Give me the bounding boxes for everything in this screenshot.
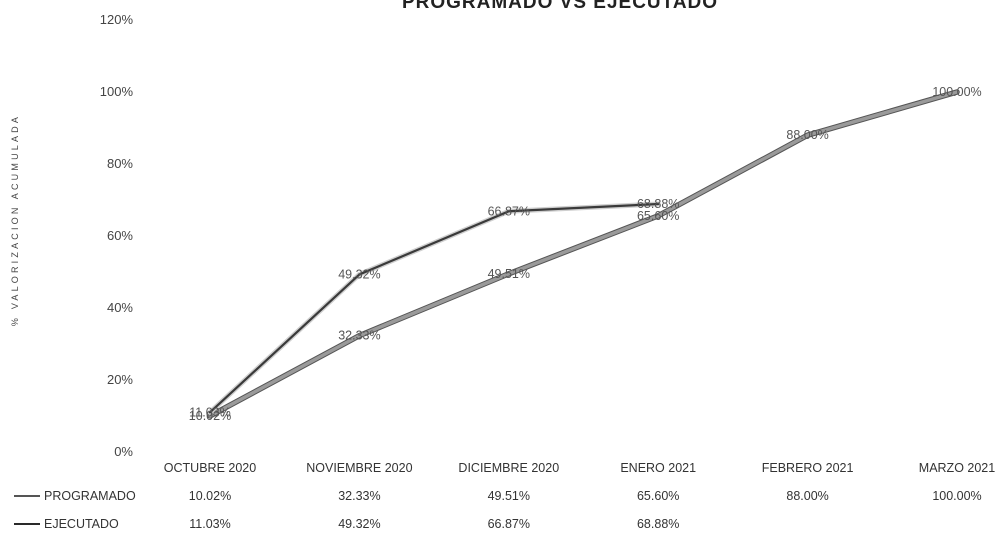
y-tick-label: 20% — [107, 372, 133, 387]
category-label: DICIEMBRE 2020 — [458, 461, 559, 475]
table-cell: 100.00% — [932, 489, 981, 503]
series-line-ejecutado — [208, 202, 660, 414]
legend-label: EJECUTADO — [44, 517, 119, 531]
data-label: 49.51% — [488, 267, 530, 281]
y-tick-label: 40% — [107, 300, 133, 315]
y-tick-label: 120% — [100, 12, 134, 27]
category-label: NOVIEMBRE 2020 — [306, 461, 412, 475]
data-labels: 10.02% 32.33% 49.51% 65.60% 88.00% 100.00% 11.… — [189, 85, 982, 423]
y-tick-label: 80% — [107, 156, 133, 171]
table-cell: 65.60% — [637, 489, 679, 503]
y-tick-label: 100% — [100, 84, 134, 99]
table-cell: 49.32% — [338, 517, 380, 531]
data-label: 10.02% — [189, 409, 231, 423]
table-cell: 88.00% — [786, 489, 828, 503]
data-label: 32.33% — [338, 329, 380, 343]
data-label: 66.87% — [488, 204, 530, 218]
y-axis-label: % VALORIZACION ACUMULADA — [10, 114, 20, 326]
table-cell: 32.33% — [338, 489, 380, 503]
data-label: 88.00% — [786, 128, 828, 142]
table-cell: 49.51% — [488, 489, 530, 503]
category-label: FEBRERO 2021 — [762, 461, 854, 475]
data-label: 49.32% — [338, 267, 380, 281]
data-label: 65.60% — [637, 209, 679, 223]
data-table: PROGRAMADO 10.02% 32.33% 49.51% 65.60% 88.00%… — [14, 489, 982, 531]
data-label: 68.88% — [637, 197, 679, 211]
table-cell: 10.02% — [189, 489, 231, 503]
data-label: 100.00% — [932, 85, 981, 99]
category-labels: OCTUBRE 2020 NOVIEMBRE 2020 DICIEMBRE 2020… — [164, 461, 995, 475]
series-lines — [207, 89, 960, 419]
legend-label: PROGRAMADO — [44, 489, 136, 503]
chart-title: PROGRAMADO VS EJECUTADO — [402, 0, 718, 13]
y-tick-label: 60% — [107, 228, 133, 243]
category-label: ENERO 2021 — [620, 461, 696, 475]
y-axis-ticks: 0% 20% 40% 60% 80% 100% 120% — [100, 12, 134, 459]
category-label: MARZO 2021 — [919, 461, 995, 475]
table-cell: 68.88% — [637, 517, 679, 531]
table-cell: 11.03% — [189, 517, 230, 531]
category-label: OCTUBRE 2020 — [164, 461, 256, 475]
series-line-programado-outline — [207, 89, 960, 419]
table-cell: 66.87% — [488, 517, 530, 531]
data-label: 11.03% — [189, 405, 230, 419]
y-tick-label: 0% — [114, 444, 133, 459]
series-line-programado — [208, 90, 959, 418]
